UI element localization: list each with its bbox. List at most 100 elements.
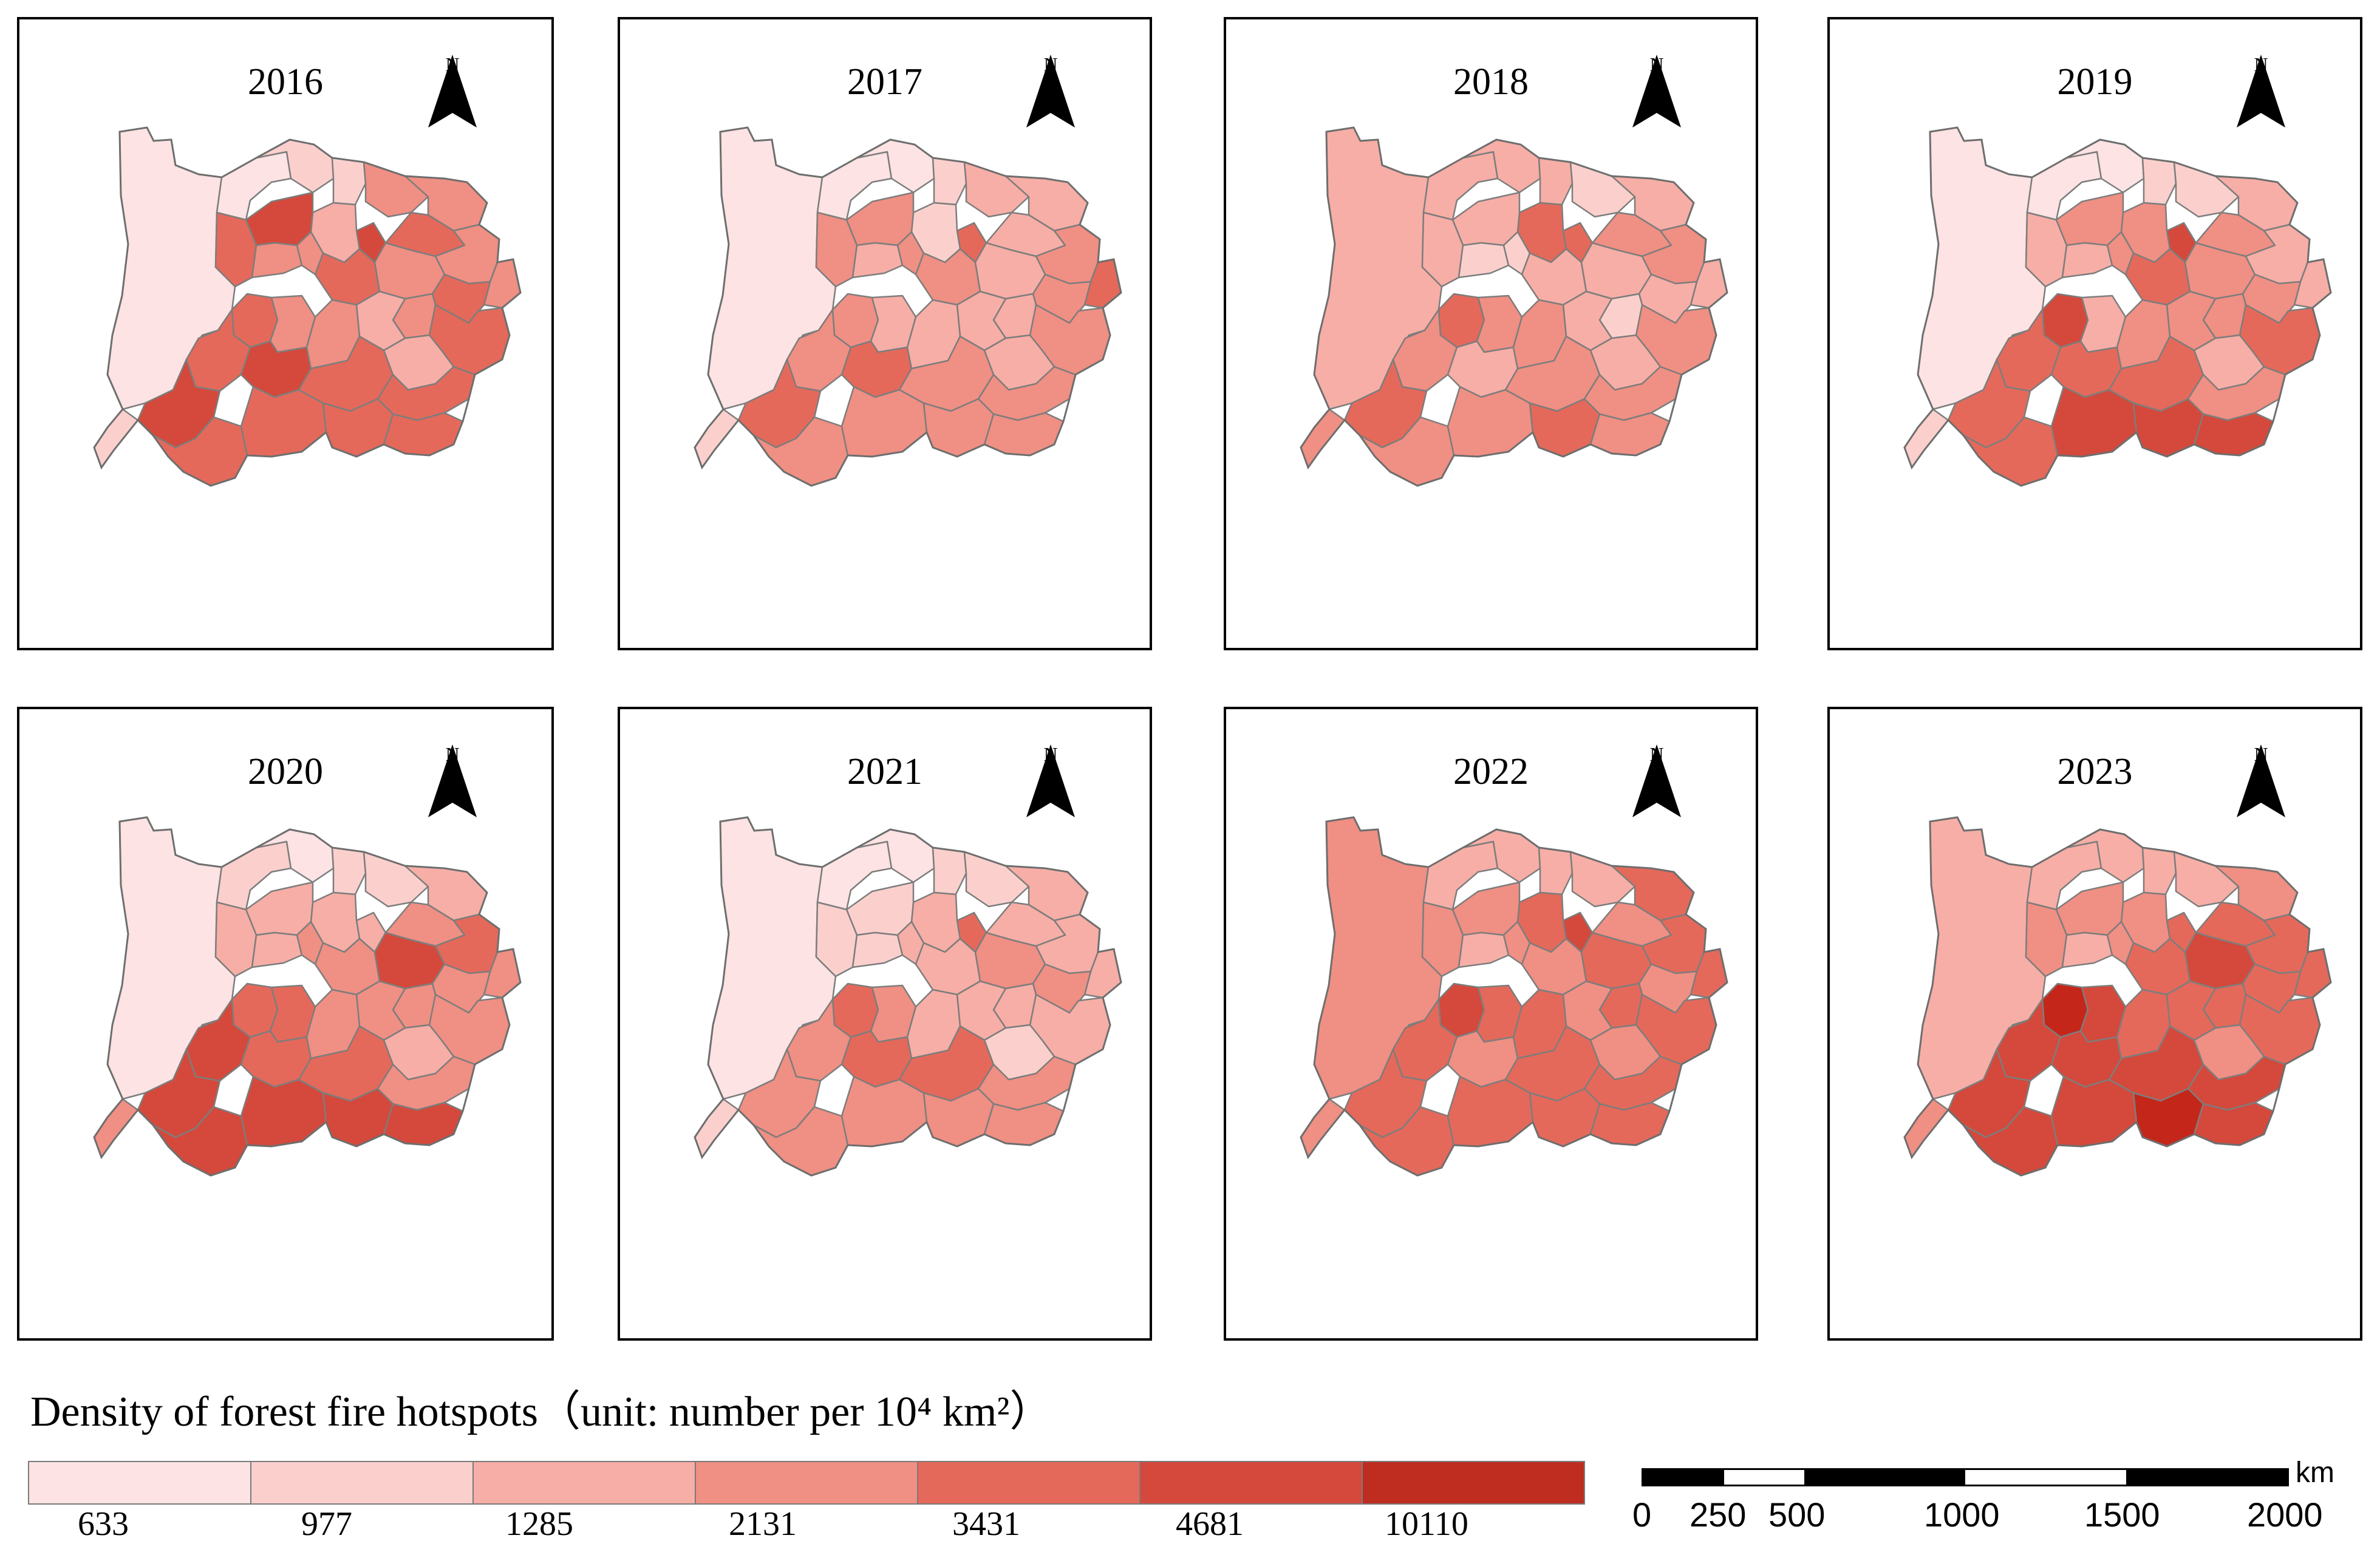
region-polygon (245, 881, 314, 936)
region-polygon (2141, 846, 2177, 896)
region-polygon (932, 846, 967, 896)
province-map (93, 816, 522, 1177)
legend-label: 633 (78, 1505, 129, 1543)
region-polygon (2061, 931, 2113, 968)
region-polygon (245, 191, 314, 247)
map-year-label: 2023 (2057, 751, 2133, 792)
region-polygon (2173, 851, 2240, 908)
legend-label: 3431 (952, 1505, 1020, 1543)
region-polygon (932, 157, 967, 206)
region-polygon (363, 851, 429, 908)
legend-swatch (917, 1461, 1141, 1505)
map-panel-2019: 2019 N (1827, 17, 2362, 650)
region-polygon (845, 881, 915, 936)
map-year-label: 2020 (248, 751, 323, 792)
map-panel-2017: 2017 N (618, 17, 1152, 650)
region-polygon (331, 846, 367, 896)
legend-label: 4681 (1176, 1505, 1244, 1543)
region-polygon (841, 386, 928, 458)
region-polygon (1538, 846, 1574, 896)
map-year-label: 2018 (1453, 61, 1529, 103)
legend-label: 977 (301, 1505, 352, 1543)
legend-label: 1285 (505, 1505, 573, 1543)
scale-label: 250 (1690, 1495, 1747, 1534)
study-area-outline (1903, 126, 2332, 487)
region-polygon (331, 157, 367, 206)
north-arrow-icon: N (2228, 744, 2294, 817)
region-polygon (1447, 1075, 1534, 1148)
region-polygon (363, 161, 429, 218)
region-polygon (2050, 1075, 2138, 1148)
legend-title: Density of forest fire hotspots（unit: nu… (30, 1389, 1052, 1435)
study-area-outline (1300, 816, 1728, 1177)
region-polygon (851, 242, 904, 279)
region-polygon (1569, 161, 1636, 218)
legend-label: 10110 (1385, 1505, 1468, 1543)
region-polygon (2050, 386, 2138, 458)
region-polygon (2061, 242, 2113, 279)
legend-swatch (695, 1461, 918, 1505)
map-panel-2020: 2020 N (17, 707, 554, 1341)
study-area-outline (694, 126, 1122, 487)
north-arrow-icon: N (1623, 55, 1690, 128)
province-map (694, 816, 1122, 1177)
region-polygon (851, 931, 904, 968)
study-area-outline (93, 126, 522, 487)
region-polygon (251, 931, 303, 968)
legend-color-bar (28, 1461, 1585, 1505)
north-arrow-icon: N (419, 55, 486, 128)
legend-label: 2131 (729, 1505, 797, 1543)
province-map (1300, 126, 1728, 487)
region-polygon (841, 1075, 928, 1148)
region-polygon (2055, 881, 2124, 936)
map-year-label: 2016 (248, 61, 323, 103)
north-arrow-icon: N (1017, 744, 1084, 817)
region-polygon (1451, 191, 1521, 247)
region-polygon (240, 386, 327, 458)
scale-label: 2000 (2247, 1495, 2323, 1534)
legend-swatch (472, 1461, 696, 1505)
map-panel-2021: 2021 N (618, 707, 1152, 1341)
scale-label: 0 (1632, 1495, 1652, 1534)
province-map (694, 126, 1122, 487)
map-panel-2018: 2018 N (1224, 17, 1758, 650)
scale-label: 1500 (2084, 1495, 2160, 1534)
scale-bar (1642, 1468, 2289, 1486)
province-map (93, 126, 522, 487)
study-area-outline (1300, 126, 1728, 487)
legend-swatch (250, 1461, 474, 1505)
map-year-label: 2021 (847, 751, 922, 792)
region-polygon (251, 242, 303, 279)
legend-swatch (1362, 1461, 1585, 1505)
region-polygon (1538, 157, 1574, 206)
study-area-outline (1903, 816, 2332, 1177)
province-map (1903, 126, 2332, 487)
region-polygon (963, 851, 1030, 908)
region-polygon (2141, 157, 2177, 206)
legend-swatch (1139, 1461, 1363, 1505)
study-area-outline (694, 816, 1122, 1177)
region-polygon (1458, 931, 1510, 968)
study-area-outline (93, 816, 522, 1177)
region-polygon (963, 161, 1030, 218)
scale-unit: km (2296, 1457, 2334, 1489)
map-panel-2016: 2016 N (17, 17, 554, 650)
region-polygon (1451, 881, 1521, 936)
region-polygon (1569, 851, 1636, 908)
legend-swatch (28, 1461, 251, 1505)
map-year-label: 2022 (1453, 751, 1529, 792)
north-arrow-icon: N (419, 744, 486, 817)
scale-label: 500 (1768, 1495, 1826, 1534)
north-arrow-icon: N (1623, 744, 1690, 817)
region-polygon (1447, 386, 1534, 458)
region-polygon (2055, 191, 2124, 247)
north-arrow-icon: N (1017, 55, 1084, 128)
region-polygon (1458, 242, 1510, 279)
map-year-label: 2017 (847, 61, 922, 103)
map-panel-2023: 2023 N (1827, 707, 2362, 1341)
map-panel-2022: 2022 N (1224, 707, 1758, 1341)
north-arrow-icon: N (2228, 55, 2294, 128)
scale-label: 1000 (1924, 1495, 2000, 1534)
region-polygon (2173, 161, 2240, 218)
region-polygon (845, 191, 915, 247)
